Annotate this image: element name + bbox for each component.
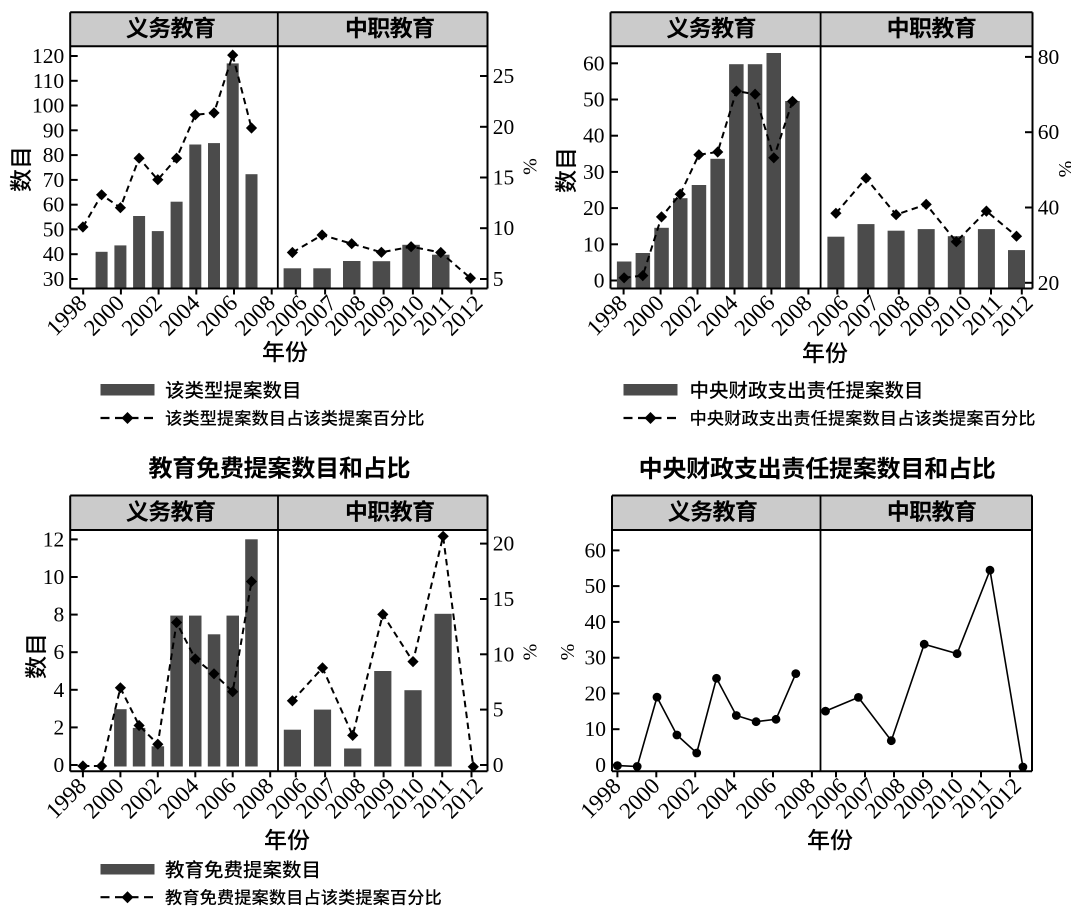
svg-text:%: % bbox=[520, 644, 542, 661]
svg-text:60: 60 bbox=[43, 193, 65, 217]
svg-text:90: 90 bbox=[43, 118, 65, 142]
svg-text:0: 0 bbox=[53, 753, 64, 777]
svg-text:60: 60 bbox=[583, 51, 605, 75]
svg-text:25: 25 bbox=[493, 64, 515, 88]
svg-text:70: 70 bbox=[43, 168, 65, 192]
svg-text:80: 80 bbox=[43, 143, 65, 167]
svg-text:20: 20 bbox=[1038, 271, 1060, 295]
svg-text:0: 0 bbox=[595, 753, 606, 777]
svg-text:40: 40 bbox=[585, 610, 607, 634]
svg-text:60: 60 bbox=[585, 538, 607, 562]
svg-text:2: 2 bbox=[53, 715, 64, 739]
svg-text:10: 10 bbox=[43, 565, 65, 589]
svg-text:80: 80 bbox=[1038, 45, 1060, 69]
svg-text:50: 50 bbox=[585, 574, 607, 598]
svg-text:50: 50 bbox=[583, 88, 605, 112]
svg-text:10: 10 bbox=[583, 232, 605, 256]
svg-text:%: % bbox=[557, 644, 579, 661]
svg-text:20: 20 bbox=[583, 196, 605, 220]
svg-text:20: 20 bbox=[493, 115, 515, 139]
svg-text:20: 20 bbox=[493, 532, 515, 556]
svg-text:110: 110 bbox=[33, 69, 64, 93]
svg-text:0: 0 bbox=[493, 753, 504, 777]
svg-text:10: 10 bbox=[585, 717, 607, 741]
svg-text:30: 30 bbox=[585, 646, 607, 670]
svg-text:120: 120 bbox=[32, 44, 64, 68]
svg-text:40: 40 bbox=[583, 124, 605, 148]
svg-text:0: 0 bbox=[594, 269, 605, 293]
svg-text:60: 60 bbox=[1038, 120, 1060, 144]
svg-text:5: 5 bbox=[493, 267, 504, 291]
svg-text:%: % bbox=[1055, 161, 1071, 178]
svg-text:4: 4 bbox=[53, 678, 64, 702]
svg-text:40: 40 bbox=[1038, 196, 1060, 220]
svg-text:12: 12 bbox=[43, 527, 65, 551]
svg-text:20: 20 bbox=[585, 682, 607, 706]
svg-text:30: 30 bbox=[43, 267, 65, 291]
svg-text:15: 15 bbox=[493, 587, 515, 611]
svg-text:5: 5 bbox=[493, 698, 504, 722]
svg-text:%: % bbox=[520, 158, 542, 175]
svg-text:15: 15 bbox=[493, 166, 515, 190]
svg-text:50: 50 bbox=[43, 217, 65, 241]
svg-text:30: 30 bbox=[583, 160, 605, 184]
svg-text:10: 10 bbox=[493, 642, 515, 666]
svg-text:40: 40 bbox=[43, 242, 65, 266]
svg-text:10: 10 bbox=[493, 216, 515, 240]
svg-text:6: 6 bbox=[53, 640, 64, 664]
svg-text:100: 100 bbox=[32, 94, 64, 118]
svg-text:8: 8 bbox=[53, 603, 64, 627]
